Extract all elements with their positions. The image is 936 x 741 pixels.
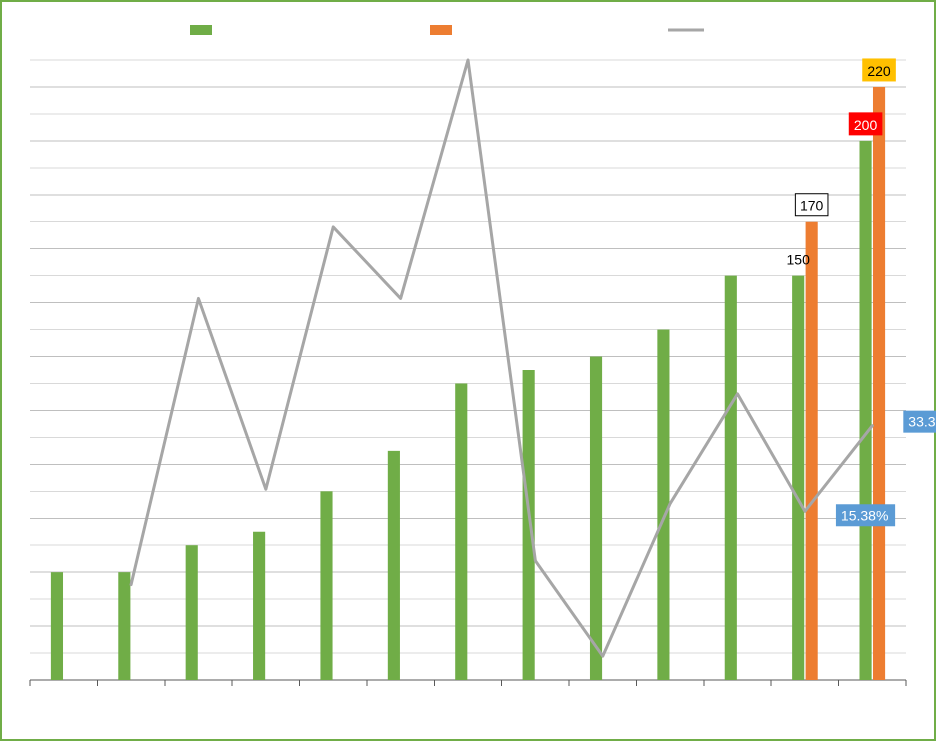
bar-green [320,491,332,680]
data-label: 170 [800,198,824,214]
chart-svg: 170 200 220 150 15.38% 33.33% [0,0,936,741]
bar-green [725,276,737,680]
chart-container: 170 200 220 150 15.38% 33.33% [0,0,936,741]
legend-swatch [430,25,452,35]
data-label: 200 [854,117,878,133]
bar-green [455,383,467,680]
bar-green [523,370,535,680]
bar-green [51,572,63,680]
bar-green [186,545,198,680]
bar-green [860,141,872,680]
data-label: 220 [867,63,891,79]
bar-orange [806,222,818,680]
data-label: 150 [787,252,811,268]
bar-orange [873,87,885,680]
bar-green [792,276,804,680]
bar-green [657,330,669,680]
legend-swatch [190,25,212,35]
bar-green [590,357,602,680]
bar-green [118,572,130,680]
line-label: 33.33% [908,414,936,430]
bar-green [388,451,400,680]
bar-green [253,532,265,680]
line-label: 15.38% [841,507,888,523]
